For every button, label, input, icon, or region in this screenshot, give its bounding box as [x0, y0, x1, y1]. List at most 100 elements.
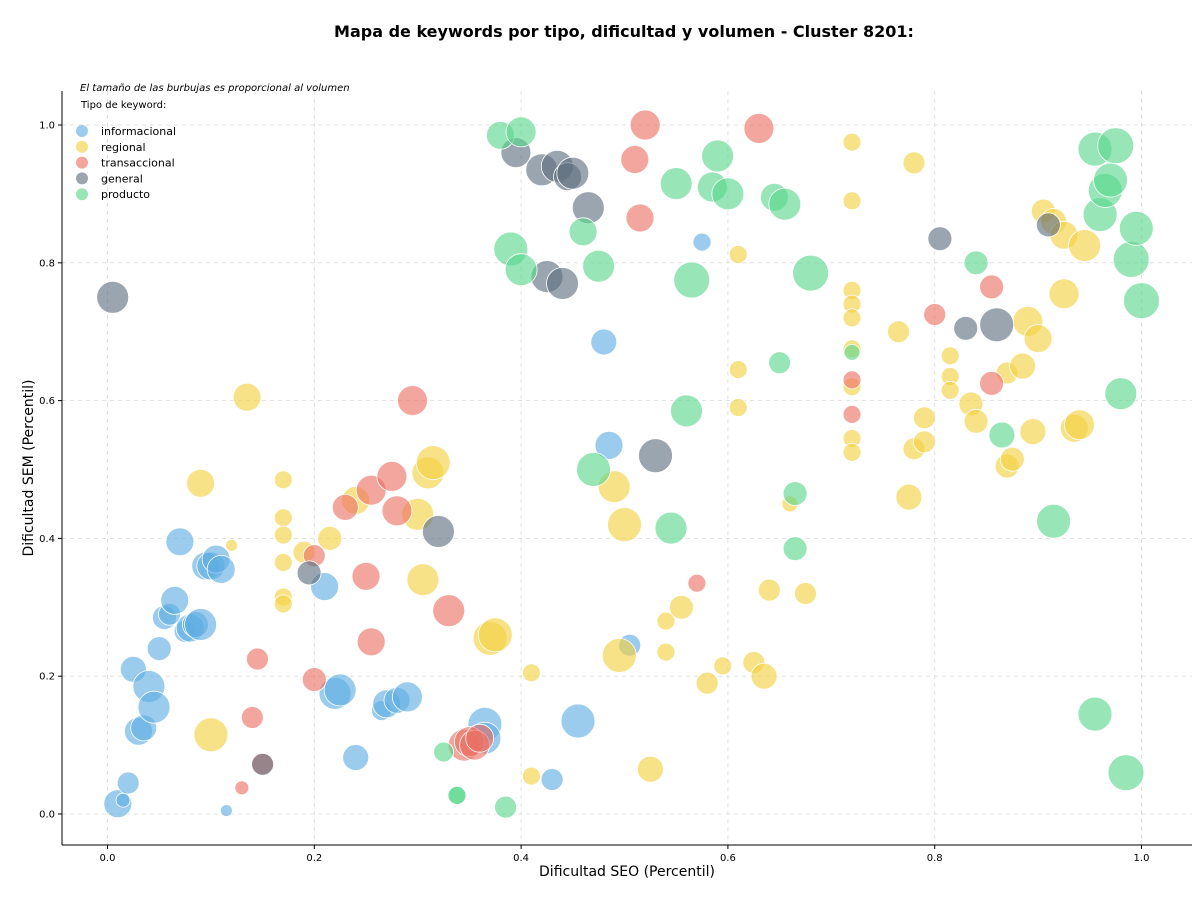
y-tick-label: 0.4 [39, 534, 55, 545]
bubble-point [556, 156, 590, 190]
bubble-point [421, 515, 455, 548]
bubble-point [713, 656, 733, 676]
grid-layer [62, 91, 1192, 845]
bubble-point [1112, 240, 1150, 278]
bubble-point [381, 495, 413, 527]
bubble-point [637, 755, 664, 783]
bubble-point [594, 430, 624, 460]
bubble-point [376, 460, 408, 492]
bubble-layer [96, 109, 1160, 819]
bubble-point [590, 328, 618, 356]
legend-label-producto: producto [101, 188, 150, 201]
bubble-point [116, 771, 140, 795]
x-tick-label: 0.2 [306, 853, 322, 864]
bubble-point [568, 217, 598, 247]
bubble-point [1118, 210, 1154, 246]
bubble-point [505, 116, 537, 148]
bubble-point [331, 493, 359, 521]
bubble-point [477, 617, 513, 653]
bubble-point [432, 594, 466, 628]
bubble-point [842, 370, 862, 390]
bubble-point [842, 308, 862, 328]
series-informacional [103, 232, 712, 819]
bubble-point [356, 627, 386, 657]
bubble-point [317, 526, 343, 551]
bubble-point [601, 638, 637, 673]
bubble-point [728, 245, 748, 264]
bubble-point [988, 421, 1016, 449]
bubble-point [953, 315, 979, 341]
bubble-point [273, 525, 293, 545]
bubble-point [146, 636, 172, 661]
bubble-point [1048, 278, 1080, 310]
bubble-point [842, 404, 862, 424]
bubble-point [1123, 282, 1160, 320]
x-axis-label: Dificultad SEO (Percentil) [539, 864, 715, 880]
x-tick-label: 0.6 [720, 853, 736, 864]
bubble-point [193, 717, 229, 753]
bubble-point [1104, 377, 1138, 411]
bubble-point [963, 250, 989, 276]
legend-label-transaccional: transaccional [101, 157, 175, 170]
bubble-point [673, 261, 711, 299]
legend-marker-transaccional [76, 156, 88, 169]
bubble-point [913, 430, 936, 454]
legend-marker-general [76, 172, 88, 185]
bubble-point [232, 382, 262, 412]
bubble-point [782, 481, 808, 507]
bubble-point [465, 723, 495, 753]
bubble-point [768, 351, 791, 375]
bubble-point [695, 671, 719, 695]
bubble-point [1036, 212, 1061, 238]
bubble-point [433, 741, 455, 763]
bubble-point [638, 438, 673, 474]
bubble-point [273, 508, 293, 528]
bubble-point [940, 380, 960, 400]
bubble-point [913, 406, 936, 430]
bubble-point [273, 553, 293, 572]
bubble-point [397, 385, 428, 417]
x-tick-label: 0.0 [100, 853, 116, 864]
bubble-point [301, 667, 327, 692]
bubble-point [1064, 409, 1095, 441]
bubble-point [692, 232, 712, 252]
bubble-point [625, 203, 655, 233]
bubble-point [1093, 162, 1128, 198]
legend-marker-informacional [76, 125, 88, 137]
bubble-point [240, 706, 264, 729]
bubble-point [96, 280, 130, 314]
legend-label-regional: regional [101, 141, 146, 154]
bubble-point [576, 452, 611, 487]
legend-marker-regional [76, 140, 88, 153]
bubble-point [887, 320, 910, 344]
bubble-point [351, 561, 381, 591]
legend-label-general: general [101, 172, 143, 185]
y-tick-label: 0.0 [39, 810, 55, 821]
bubble-point [895, 483, 923, 511]
y-tick-label: 0.6 [39, 396, 55, 407]
bubble-point [522, 766, 541, 786]
series-transaccional [234, 109, 1004, 796]
bubble-point [743, 112, 775, 144]
bubble-point [728, 398, 748, 417]
bubble-point [757, 578, 781, 602]
bubble-point [1009, 352, 1036, 380]
bubble-point [1023, 324, 1053, 354]
bubble-point [546, 267, 579, 300]
bubble-point [902, 151, 926, 175]
bubble-point [1107, 754, 1145, 792]
series-regional [186, 132, 1101, 786]
bubble-point [447, 786, 467, 805]
bubble-point [842, 191, 862, 211]
bubble-point [522, 663, 541, 683]
bubble-point [701, 139, 734, 173]
bubble-point [1019, 418, 1047, 446]
y-tick-label: 1.0 [39, 121, 55, 132]
bubble-point [296, 560, 322, 586]
bubble-point [629, 109, 661, 141]
bubble-point [406, 563, 440, 597]
bubble-point [115, 792, 131, 808]
bubble-point [504, 253, 538, 287]
axes-layer: 0.0 0.2 0.4 0.6 0.8 1.0 0.0 0.2 0.4 0.6 0.8 1.0 [39, 91, 1192, 864]
bubble-point [582, 249, 615, 283]
